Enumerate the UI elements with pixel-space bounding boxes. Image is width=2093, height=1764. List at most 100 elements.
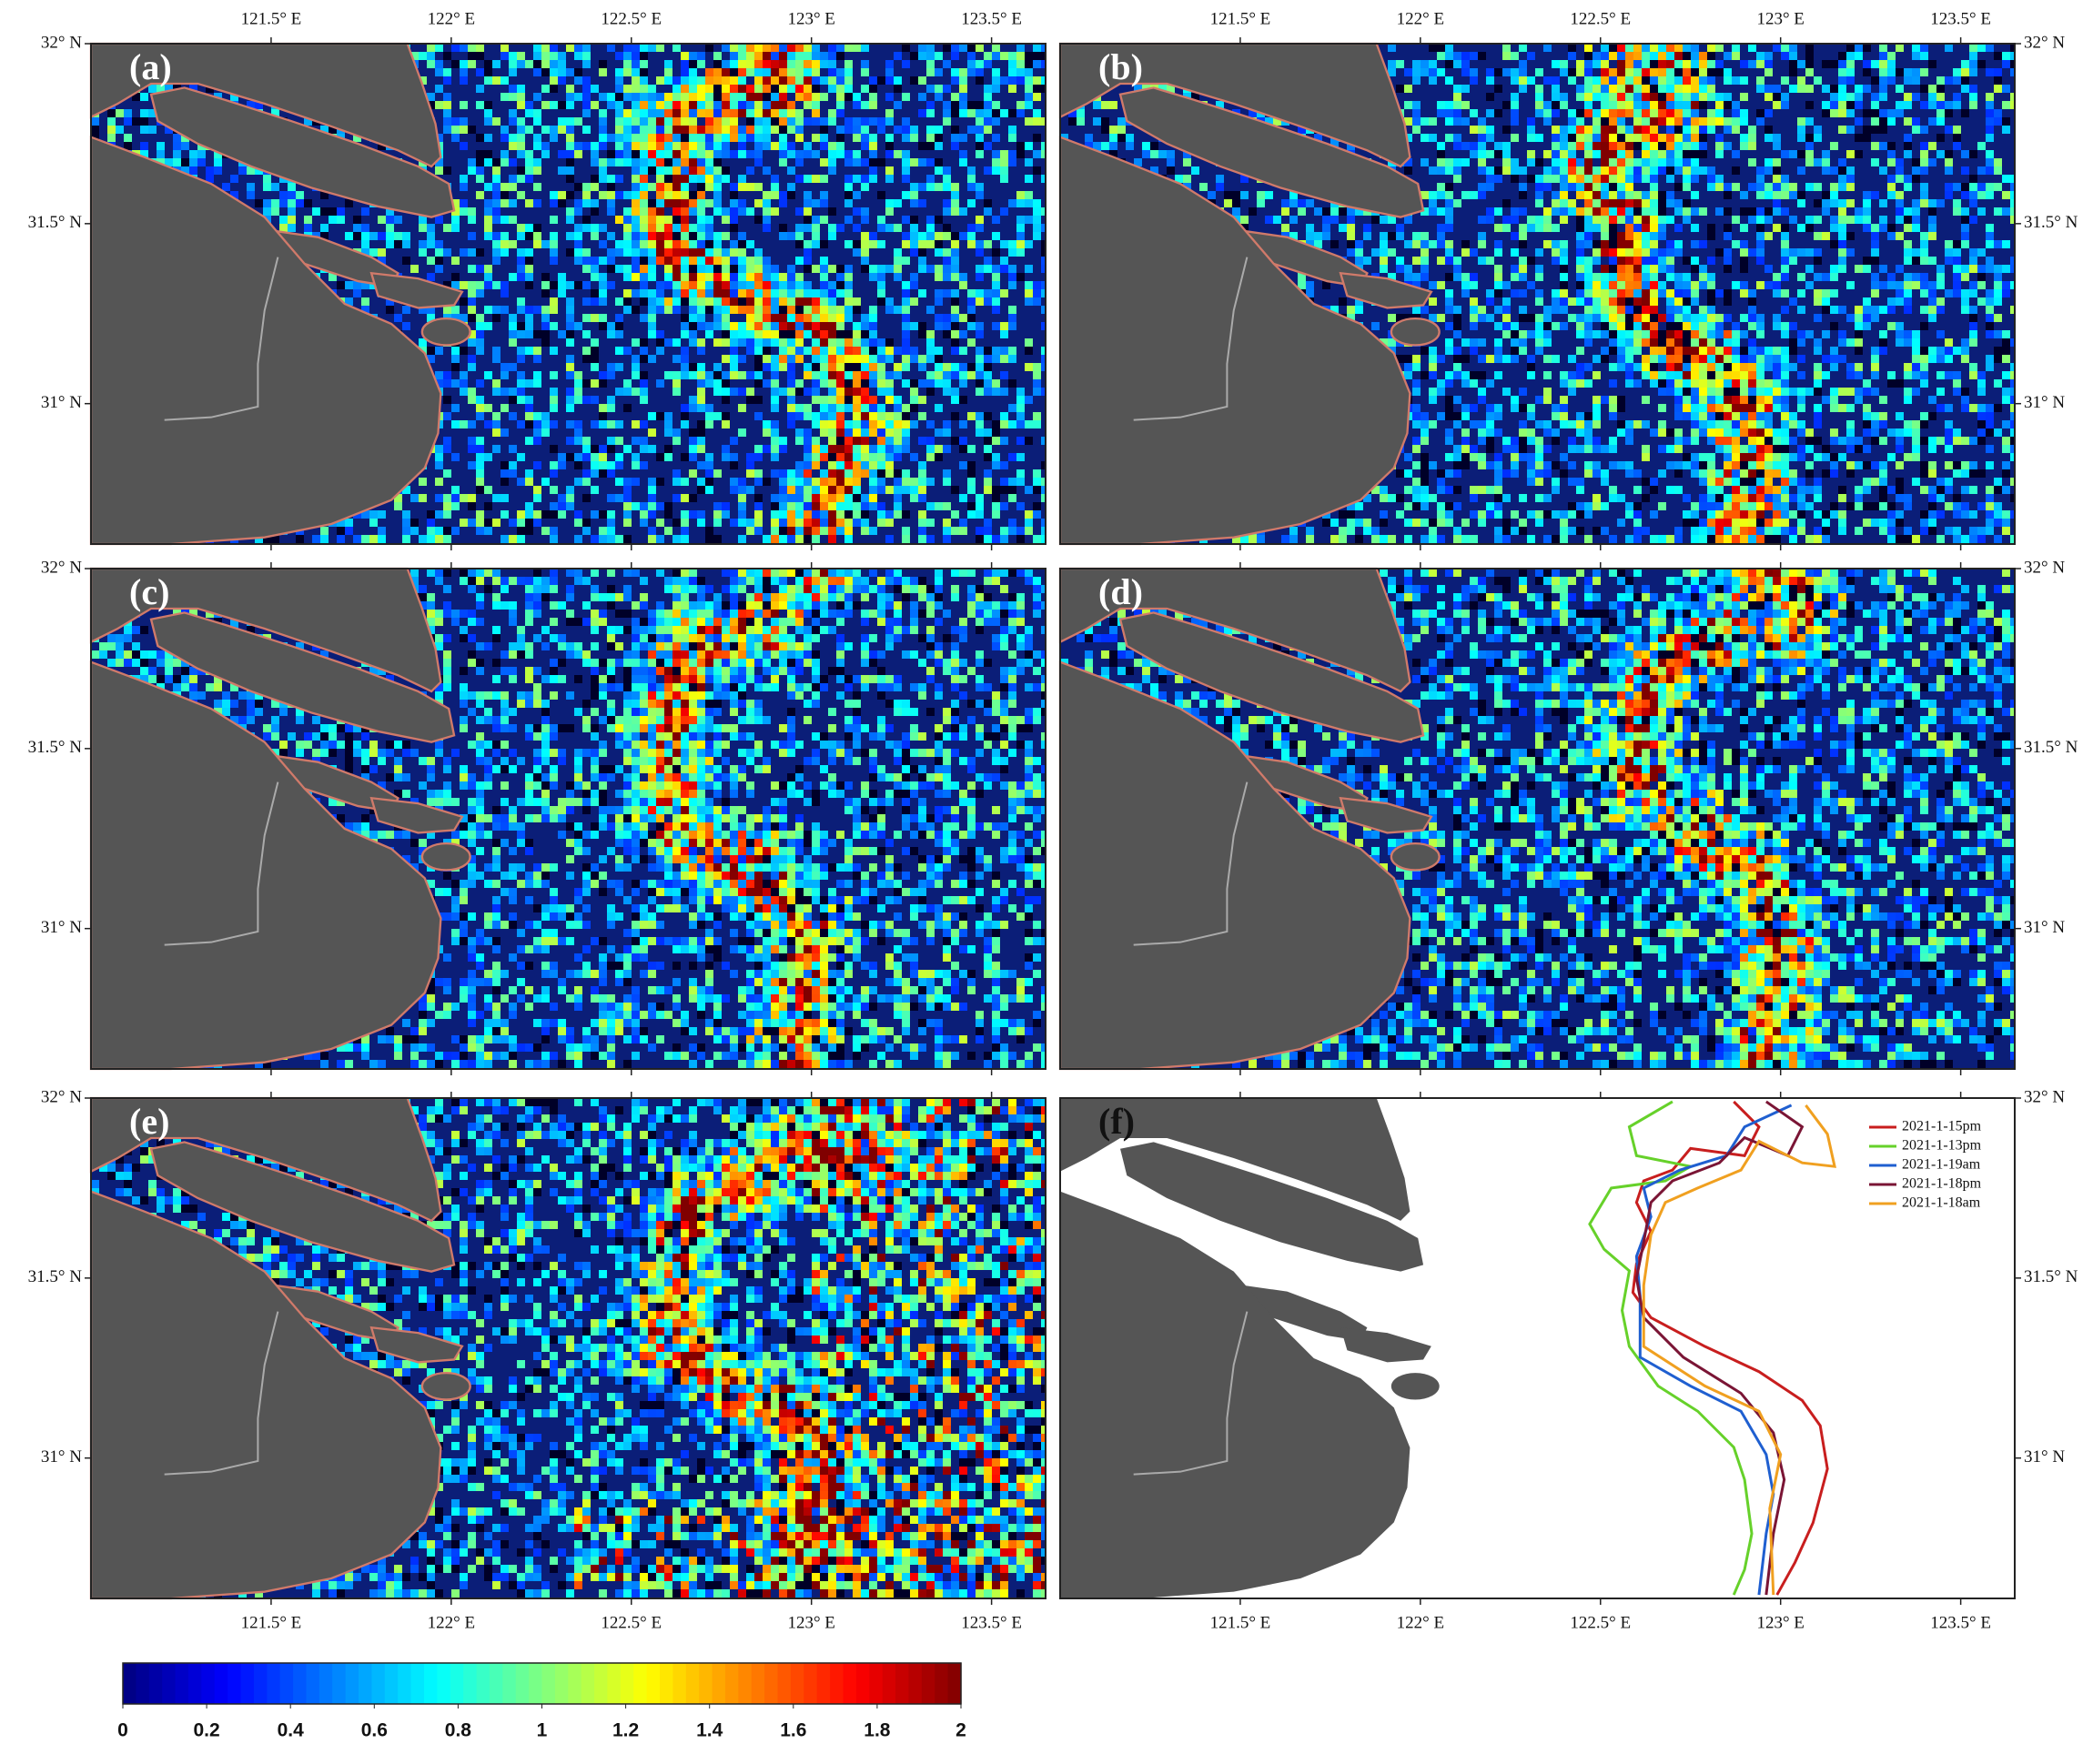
heat-cell xyxy=(1740,76,1748,85)
heat-cell xyxy=(820,199,828,207)
heat-cell xyxy=(771,371,779,379)
heat-cell xyxy=(705,93,713,101)
heat-cell xyxy=(804,527,812,535)
heat-cell xyxy=(861,101,869,109)
heat-cell xyxy=(935,322,943,330)
heat-cell xyxy=(591,420,599,428)
heat-cell xyxy=(484,60,492,68)
heat-cell xyxy=(558,330,566,338)
heat-cell xyxy=(1764,52,1773,60)
heat-cell xyxy=(599,191,607,199)
heat-cell xyxy=(951,306,959,314)
heat-cell xyxy=(828,420,836,428)
heat-cell xyxy=(967,240,976,248)
heat-cell xyxy=(1584,60,1592,68)
heat-cell xyxy=(976,134,984,142)
heat-cell xyxy=(1650,126,1658,134)
heat-cell xyxy=(1822,109,1830,117)
heat-cell xyxy=(672,207,681,216)
heat-cell xyxy=(705,379,713,388)
heat-cell xyxy=(1846,76,1855,85)
heat-cell xyxy=(1576,134,1584,142)
heat-cell xyxy=(853,175,861,183)
heat-cell xyxy=(828,314,836,322)
heat-cell xyxy=(582,248,591,257)
x-tick-label: 123.5° E xyxy=(961,9,1022,28)
heat-cell xyxy=(1969,44,1977,52)
heat-cell xyxy=(1437,142,1445,150)
heat-cell xyxy=(812,52,820,60)
heat-cell xyxy=(967,175,976,183)
heat-cell xyxy=(632,109,640,117)
heat-cell xyxy=(812,297,820,306)
heat-cell xyxy=(550,199,558,207)
heat-cell xyxy=(664,199,672,207)
heat-cell xyxy=(623,216,632,224)
heat-cell xyxy=(713,502,722,510)
heat-cell xyxy=(820,142,828,150)
heat-cell xyxy=(795,175,804,183)
heat-cell xyxy=(1633,134,1642,142)
heat-cell xyxy=(648,289,656,297)
heat-cell xyxy=(656,535,664,543)
heat-cell xyxy=(427,60,435,68)
heat-cell xyxy=(812,289,820,297)
heat-cell xyxy=(1494,109,1502,117)
heat-cell xyxy=(1025,420,1033,428)
heat-cell xyxy=(877,486,885,494)
heat-cell xyxy=(894,347,902,355)
heat-cell xyxy=(976,101,984,109)
heat-cell xyxy=(967,486,976,494)
heat-cell xyxy=(713,379,722,388)
heat-cell xyxy=(820,469,828,478)
heat-cell xyxy=(885,338,894,347)
heat-cell xyxy=(730,207,738,216)
heat-cell xyxy=(861,363,869,371)
heat-cell xyxy=(607,248,615,257)
heat-cell xyxy=(1183,158,1191,166)
heat-cell xyxy=(1633,109,1642,117)
heat-cell xyxy=(1412,101,1421,109)
heat-cell xyxy=(844,281,853,289)
heat-cell xyxy=(1666,76,1674,85)
heat-cell xyxy=(206,166,214,175)
heat-cell xyxy=(550,347,558,355)
heat-cell xyxy=(623,191,632,199)
heat-cell xyxy=(632,216,640,224)
heat-cell xyxy=(1683,76,1691,85)
heat-cell xyxy=(648,297,656,306)
heat-cell xyxy=(1691,109,1699,117)
heat-cell xyxy=(771,289,779,297)
heat-cell xyxy=(713,150,722,158)
heat-cell xyxy=(869,486,877,494)
heat-cell xyxy=(640,142,648,150)
heat-cell xyxy=(591,85,599,93)
heat-cell xyxy=(754,142,763,150)
heat-cell xyxy=(1033,85,1041,93)
heat-cell xyxy=(574,224,582,232)
heat-cell xyxy=(885,453,894,461)
heat-cell xyxy=(443,502,451,510)
heat-cell xyxy=(804,76,812,85)
heat-cell xyxy=(1797,150,1805,158)
heat-cell xyxy=(984,166,992,175)
heat-cell xyxy=(820,257,828,265)
heat-cell xyxy=(664,142,672,150)
heat-cell xyxy=(500,93,509,101)
heat-cell xyxy=(1486,76,1494,85)
heat-cell xyxy=(443,117,451,126)
heat-cell xyxy=(656,126,664,134)
heat-cell xyxy=(656,478,664,486)
heat-cell xyxy=(705,420,713,428)
heat-cell xyxy=(640,68,648,76)
heat-cell xyxy=(681,158,689,166)
heat-cell xyxy=(1805,158,1814,166)
heat-cell xyxy=(1945,101,1953,109)
heat-cell xyxy=(484,502,492,510)
heat-cell xyxy=(550,396,558,404)
heat-cell xyxy=(623,85,632,93)
heat-cell xyxy=(1846,52,1855,60)
heat-cell xyxy=(746,183,754,191)
heat-cell xyxy=(754,510,763,519)
heat-cell xyxy=(820,240,828,248)
